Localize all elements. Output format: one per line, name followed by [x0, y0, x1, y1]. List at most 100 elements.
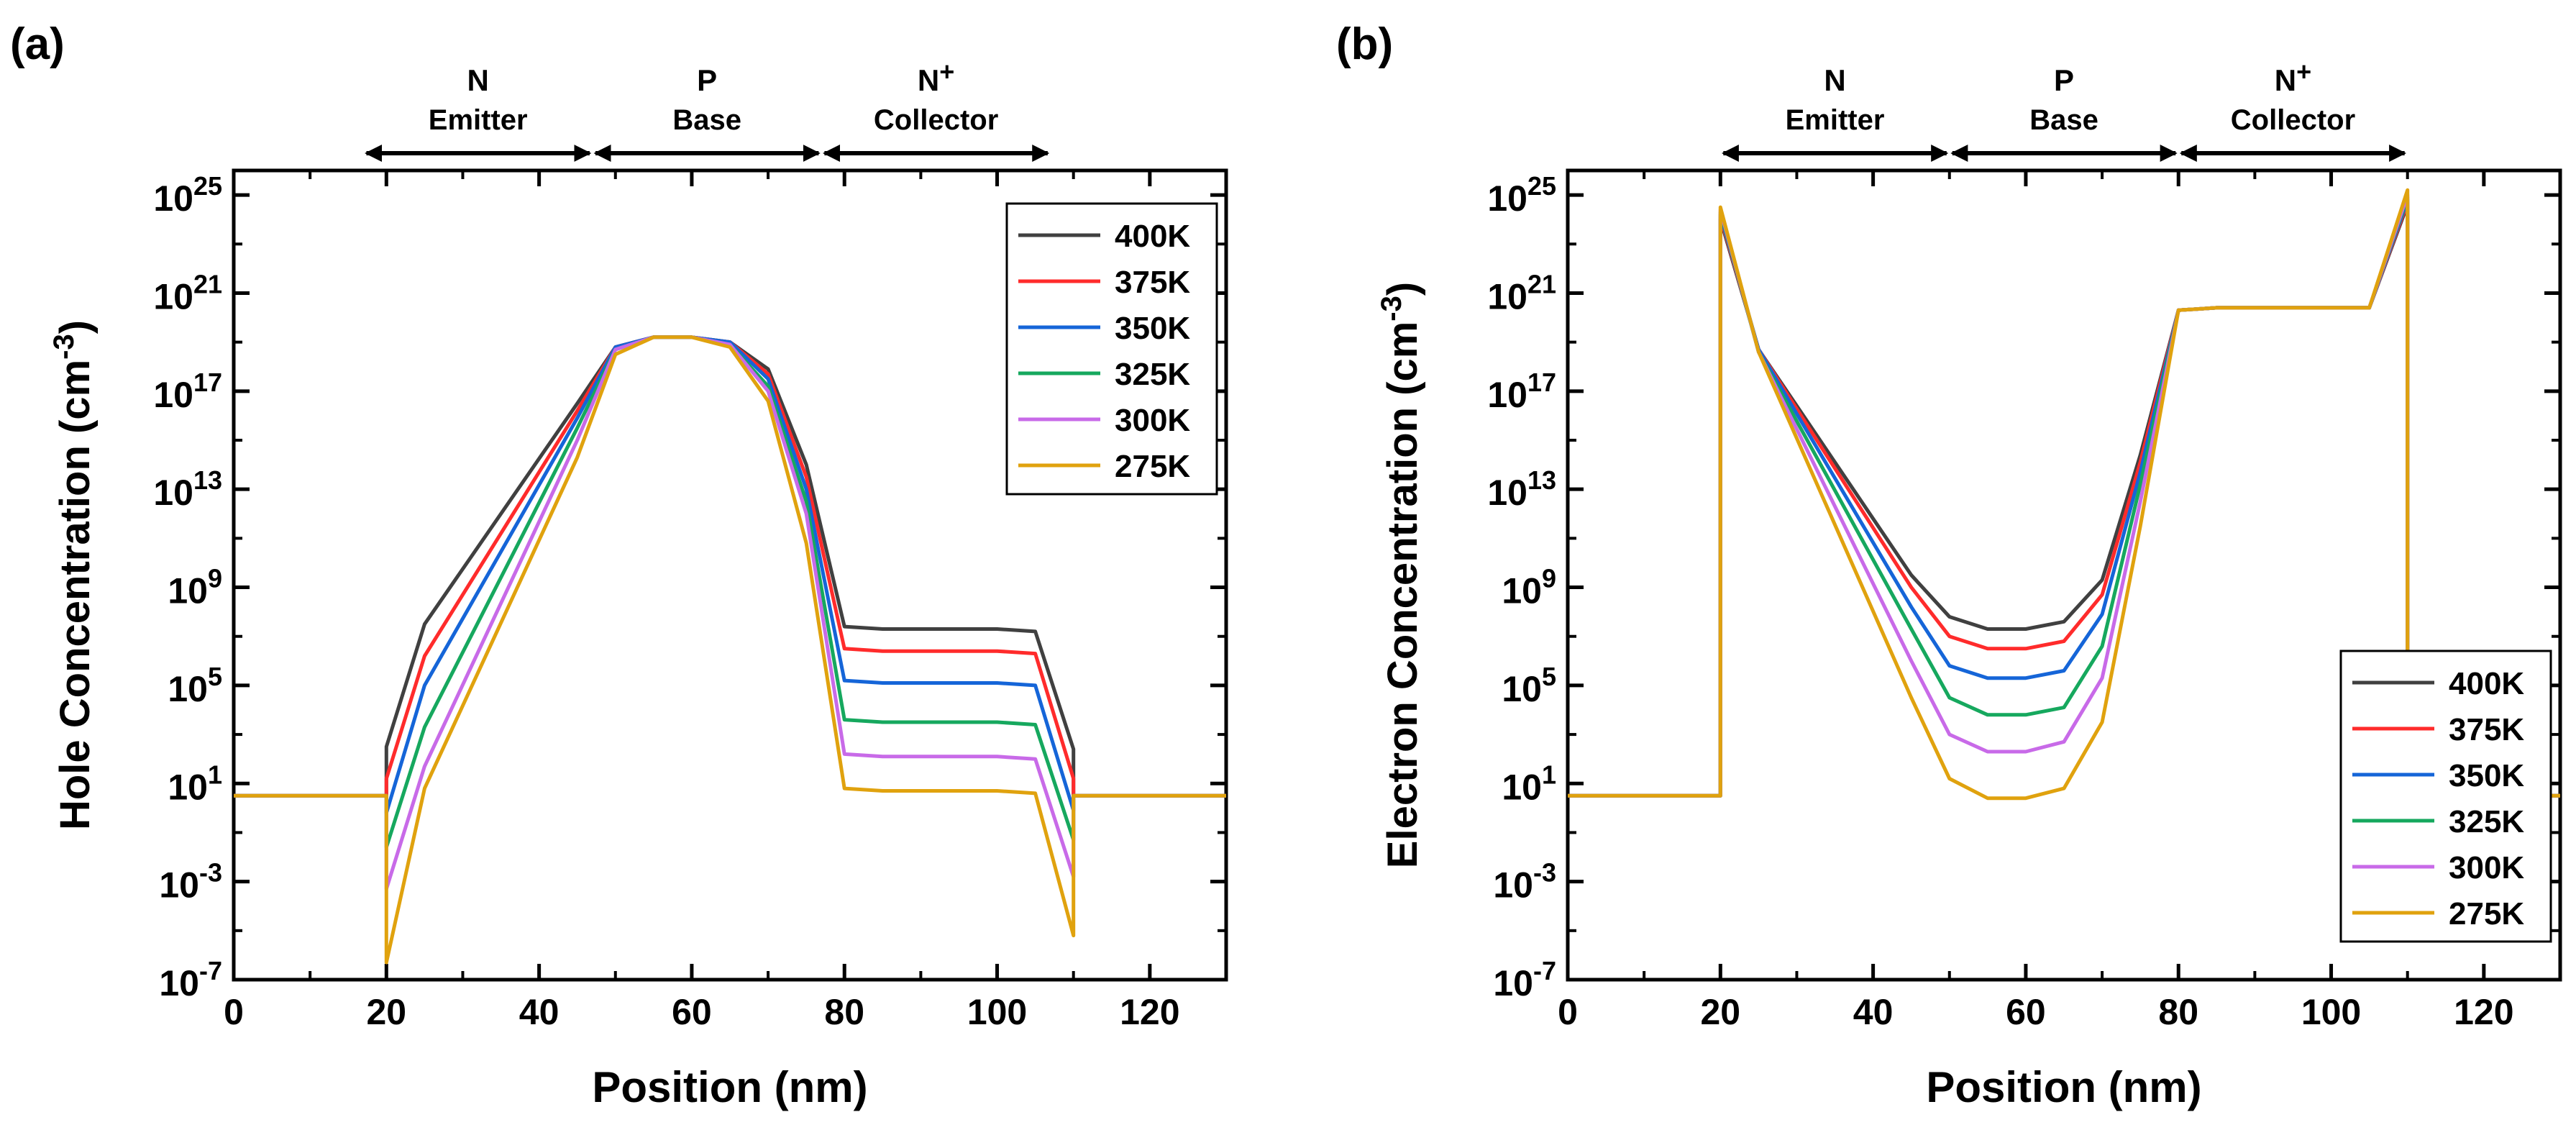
- region-name-text: N: [467, 63, 489, 97]
- legend-label: 400K: [2449, 666, 2524, 701]
- y-tick-base: 10: [1502, 571, 1542, 611]
- series-line-300K: [234, 335, 1226, 891]
- x-tick-label: 20: [366, 992, 406, 1032]
- region-name: P: [697, 63, 717, 97]
- region-name-text: N: [1824, 63, 1845, 97]
- y-tick-base: 10: [168, 571, 208, 611]
- y-axis-title: Electron Concentration (cm-3): [1376, 282, 1426, 868]
- y-tick-exponent: -3: [1533, 858, 1556, 888]
- y-tick-exponent: 9: [208, 564, 222, 593]
- y-tick-label: 10-7: [159, 956, 222, 1003]
- y-tick-exponent: 13: [193, 465, 222, 495]
- series-line-400K: [234, 335, 1226, 798]
- y-axis-title-unit-exponent: -3: [48, 334, 80, 360]
- region-name-text: P: [697, 63, 717, 97]
- y-tick-base: 10: [1493, 963, 1533, 1003]
- region-description: Collector: [874, 104, 998, 136]
- y-tick-label: 101: [168, 760, 222, 807]
- x-tick-label: 60: [672, 992, 712, 1032]
- y-tick-exponent: 21: [1527, 269, 1556, 299]
- region-name: N: [467, 63, 489, 97]
- x-tick-label: 0: [224, 992, 244, 1032]
- y-tick-base: 10: [153, 276, 193, 316]
- series-line-275K: [234, 335, 1226, 965]
- y-tick-base: 10: [153, 473, 193, 513]
- panel-label: (a): [10, 19, 65, 69]
- plot-frame: [1566, 168, 2562, 982]
- region-name: N+: [2275, 57, 2311, 97]
- y-tick-label: 109: [168, 564, 222, 611]
- panel-label: (b): [1336, 19, 1393, 69]
- region-name-text: N: [2275, 63, 2296, 97]
- y-tick-label: 10-3: [159, 858, 222, 906]
- y-tick-exponent: 9: [1542, 564, 1556, 593]
- y-tick-base: 10: [1487, 473, 1527, 513]
- y-axis-title-close: ): [52, 320, 99, 334]
- y-axis-title: Hole Concentration (cm-3): [48, 320, 99, 830]
- region-name-text: N: [918, 63, 939, 97]
- y-axis-title-text: Electron Concentration (cm: [1379, 322, 1426, 869]
- legend-label: 300K: [2449, 850, 2524, 885]
- x-tick-label: 0: [1558, 992, 1578, 1032]
- y-tick-label: 1017: [153, 368, 222, 415]
- y-tick-label: 105: [168, 662, 222, 709]
- x-tick-label: 120: [1120, 992, 1179, 1032]
- legend-label: 325K: [2449, 804, 2524, 839]
- x-tick-label: 40: [519, 992, 559, 1032]
- y-tick-base: 10: [159, 963, 199, 1003]
- legend-box: [2339, 650, 2552, 943]
- y-tick-label: 1017: [1487, 368, 1556, 415]
- series-line-350K: [234, 335, 1226, 815]
- y-tick-label: 109: [1502, 564, 1556, 611]
- region-description: Emitter: [429, 104, 528, 136]
- y-tick-exponent: 13: [1527, 465, 1556, 495]
- x-tick-label: 20: [1700, 992, 1740, 1032]
- y-tick-label: 1021: [1487, 269, 1556, 316]
- y-tick-exponent: -3: [199, 858, 222, 888]
- x-axis-title: Position (nm): [1926, 1063, 2201, 1111]
- y-tick-base: 10: [1502, 669, 1542, 709]
- y-tick-label: 10-7: [1493, 956, 1556, 1003]
- y-tick-base: 10: [1487, 375, 1527, 415]
- legend-label: 275K: [1115, 449, 1190, 484]
- plot-frame: [232, 168, 1228, 982]
- y-tick-label: 1025: [1487, 171, 1556, 219]
- legend-label: 300K: [1115, 403, 1190, 438]
- y-tick-label: 10-3: [1493, 858, 1556, 906]
- region-description: Collector: [2231, 104, 2355, 136]
- y-tick-exponent: 17: [1527, 368, 1556, 397]
- y-tick-exponent: 1: [208, 760, 222, 789]
- y-axis-title-unit-exponent: -3: [1376, 296, 1407, 322]
- region-description: Base: [672, 104, 741, 136]
- x-tick-label: 100: [967, 992, 1027, 1032]
- region-name-superscript: +: [939, 57, 954, 86]
- region-name: P: [2054, 63, 2074, 97]
- y-tick-exponent: 21: [193, 269, 222, 299]
- chart-panel-a: (a)0 20 40 60 80 100 1201025102110171013109105…: [10, 19, 1228, 1111]
- x-tick-label: 100: [2301, 992, 2361, 1032]
- legend: 400K 375K 350K 325K 300K 275K: [1005, 202, 1218, 496]
- y-axis-title-text: Hole Concentration (cm: [52, 360, 99, 830]
- series-line-275K: [1568, 188, 2560, 801]
- legend-label: 350K: [1115, 311, 1190, 346]
- y-tick-label: 1013: [153, 465, 222, 513]
- region-description: Base: [2029, 104, 2098, 136]
- y-tick-base: 10: [1487, 178, 1527, 219]
- region-description: Emitter: [1786, 104, 1885, 136]
- x-tick-label: 120: [2454, 992, 2513, 1032]
- y-tick-base: 10: [1502, 767, 1542, 807]
- legend-label: 275K: [2449, 896, 2524, 931]
- y-tick-label: 105: [1502, 662, 1556, 709]
- x-tick-label: 60: [2006, 992, 2046, 1032]
- y-tick-exponent: -7: [1533, 956, 1556, 985]
- y-tick-exponent: 25: [193, 171, 222, 201]
- y-tick-label: 101: [1502, 760, 1556, 807]
- y-tick-base: 10: [153, 375, 193, 415]
- legend-box: [1005, 202, 1218, 496]
- y-tick-exponent: 5: [208, 662, 222, 691]
- x-tick-label: 80: [824, 992, 864, 1032]
- legend-label: 325K: [1115, 357, 1190, 392]
- legend: 400K 375K 350K 325K 300K 275K: [2339, 650, 2552, 943]
- legend-label: 375K: [2449, 712, 2524, 747]
